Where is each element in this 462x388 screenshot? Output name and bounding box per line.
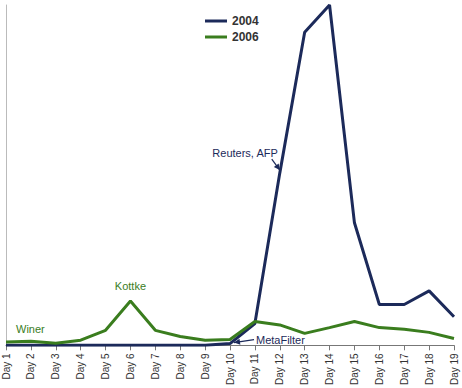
svg-text:Day 17: Day 17 bbox=[399, 353, 410, 385]
svg-text:Day 15: Day 15 bbox=[349, 353, 360, 385]
svg-text:Day 19: Day 19 bbox=[449, 353, 460, 385]
svg-text:Kottke: Kottke bbox=[115, 280, 146, 292]
svg-text:2004: 2004 bbox=[232, 14, 259, 28]
svg-text:Reuters, AFP: Reuters, AFP bbox=[212, 147, 277, 159]
svg-text:Day 4: Day 4 bbox=[75, 353, 86, 380]
svg-text:Day 8: Day 8 bbox=[175, 353, 186, 380]
svg-text:Day 11: Day 11 bbox=[249, 353, 260, 384]
svg-text:Day 9: Day 9 bbox=[200, 353, 211, 380]
svg-text:Day 6: Day 6 bbox=[125, 353, 136, 380]
svg-text:MetaFilter: MetaFilter bbox=[256, 334, 305, 346]
svg-text:Day 2: Day 2 bbox=[25, 353, 36, 380]
svg-text:Day 18: Day 18 bbox=[424, 353, 435, 385]
svg-text:Day 3: Day 3 bbox=[50, 353, 61, 380]
svg-text:Day 5: Day 5 bbox=[100, 353, 111, 380]
svg-text:2006: 2006 bbox=[232, 30, 259, 44]
svg-text:Day 7: Day 7 bbox=[150, 353, 161, 380]
svg-text:Day 16: Day 16 bbox=[374, 353, 385, 385]
svg-text:Day 12: Day 12 bbox=[274, 353, 285, 385]
svg-text:Day 13: Day 13 bbox=[299, 353, 310, 385]
svg-text:Day 10: Day 10 bbox=[225, 353, 236, 385]
svg-text:Day 1: Day 1 bbox=[1, 353, 12, 380]
svg-text:Day 14: Day 14 bbox=[324, 353, 335, 385]
svg-text:Winer: Winer bbox=[16, 323, 45, 335]
